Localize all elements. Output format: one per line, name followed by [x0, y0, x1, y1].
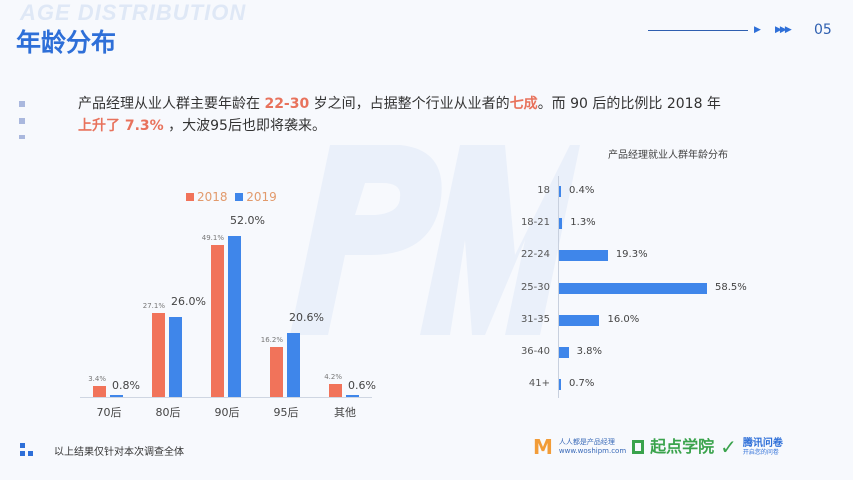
- bar: [559, 250, 608, 262]
- data-label-2019: 26.0%: [171, 294, 206, 308]
- logo-text: 人人都是产品经理: [558, 438, 615, 446]
- qidian-logo: 起点学院: [650, 437, 715, 456]
- logo-text: 腾讯问卷: [742, 437, 783, 449]
- arrow-icon: ▶: [754, 25, 761, 35]
- category-label: 25-30: [520, 281, 550, 293]
- legend-swatch-2019: [235, 193, 244, 201]
- triple-arrow-icon: ▶▶▶: [775, 25, 792, 35]
- highlight: 上升了 7.3%: [78, 118, 164, 134]
- logo-url: www.woshipm.com: [558, 447, 627, 455]
- text: 。而 90 后的比例比 2018 年: [537, 96, 721, 112]
- bullet-square-icon: [19, 135, 25, 139]
- description: 产品经理从业人群主要年龄在 22-30 岁之间，占据整个行业从业者的七成。而 9…: [78, 93, 818, 137]
- woshipm-logo-icon: M: [533, 435, 553, 459]
- footer-square-icon: [20, 451, 25, 456]
- bar: [559, 218, 563, 230]
- data-label: 1.3%: [570, 217, 596, 229]
- bar: [559, 379, 561, 391]
- text: 岁之间，占据整个行业从业者的: [309, 96, 510, 112]
- bar: [559, 314, 600, 326]
- bullet-square-icon: [19, 101, 25, 107]
- partner-logos: M 人人都是产品经理 www.woshipm.com 起点学院 ✓ 腾讯问卷 开启您…: [533, 436, 783, 458]
- category-label: 95后: [273, 406, 299, 419]
- x-axis: [80, 397, 372, 398]
- data-label-2018: 3.4%: [88, 375, 106, 384]
- data-label-2019: 52.0%: [230, 214, 265, 227]
- data-label: 19.3%: [615, 249, 648, 261]
- footer-square-icon: [20, 443, 25, 448]
- chart-legend: 2018 2019: [186, 190, 277, 204]
- data-label: 0.7%: [569, 378, 595, 390]
- bar-2018: [152, 313, 165, 397]
- y-axis: [558, 176, 559, 398]
- bar: [559, 347, 569, 358]
- bar-2019: [287, 333, 300, 397]
- data-label-2018: 16.2%: [260, 335, 283, 344]
- category-label: 31-35: [520, 313, 550, 325]
- footer-note: 以上结果仅针对本次调查全体: [54, 447, 184, 458]
- bar: [559, 186, 561, 197]
- category-label: 18-21: [520, 217, 550, 229]
- text: 产品经理从业人群主要年龄在: [78, 96, 265, 112]
- legend-swatch-2018: [186, 193, 194, 201]
- page-title: 年龄分布: [16, 28, 117, 57]
- data-label: 0.4%: [569, 185, 595, 196]
- background-title: AGE DISTRIBUTION: [20, 0, 247, 25]
- bar-2019: [346, 395, 359, 398]
- highlight: 22-30: [264, 96, 310, 112]
- data-label: 58.5%: [715, 281, 747, 293]
- pm-watermark-graphic: [290, 145, 580, 335]
- footer-square-icon: [28, 451, 33, 456]
- category-label: 18: [537, 185, 550, 196]
- woshipm-logo: 人人都是产品经理 www.woshipm.com: [559, 438, 626, 456]
- data-label-2019: 0.6%: [348, 379, 376, 392]
- legend-label-2018: 2018: [197, 190, 228, 204]
- highlight: 七成: [509, 96, 538, 112]
- bullet-square-icon: [19, 118, 25, 124]
- category-label: 其他: [334, 406, 356, 419]
- chart-title: 产品经理就业人群年龄分布: [608, 150, 728, 161]
- bar-2019: [110, 394, 123, 397]
- bar-2019: [228, 236, 241, 397]
- data-label-2019: 20.6%: [289, 311, 324, 325]
- qidian-logo-icon: [632, 440, 645, 454]
- bar-2018: [93, 386, 106, 397]
- data-label-2019: 0.8%: [112, 378, 140, 392]
- bar-2018: [211, 244, 224, 397]
- category-label: 22-24: [520, 249, 550, 261]
- data-label-2018: 27.1%: [142, 302, 165, 311]
- data-label: 16.0%: [607, 313, 640, 325]
- tencent-logo: 腾讯问卷 开启您的问卷: [743, 438, 783, 457]
- logo-subtext: 开启您的问卷: [742, 448, 779, 456]
- data-label-2018: 49.1%: [201, 233, 224, 242]
- category-label: 70后: [96, 406, 122, 419]
- bar: [559, 282, 707, 294]
- bar-2018: [329, 383, 342, 397]
- bar-2019: [169, 316, 182, 397]
- data-label-2018: 4.2%: [324, 372, 342, 381]
- category-label: 36-40: [520, 346, 550, 357]
- legend-label-2019: 2019: [246, 190, 277, 204]
- text: ，大波95后也即将袭来。: [163, 118, 326, 134]
- page-number: 05: [814, 22, 832, 38]
- category-label: 90后: [214, 406, 240, 419]
- category-label: 41+: [528, 378, 550, 390]
- tencent-check-icon: ✓: [720, 435, 737, 459]
- category-label: 80后: [155, 406, 181, 419]
- bar-2018: [270, 346, 283, 397]
- data-label: 3.8%: [576, 346, 603, 357]
- header-line: [648, 30, 748, 31]
